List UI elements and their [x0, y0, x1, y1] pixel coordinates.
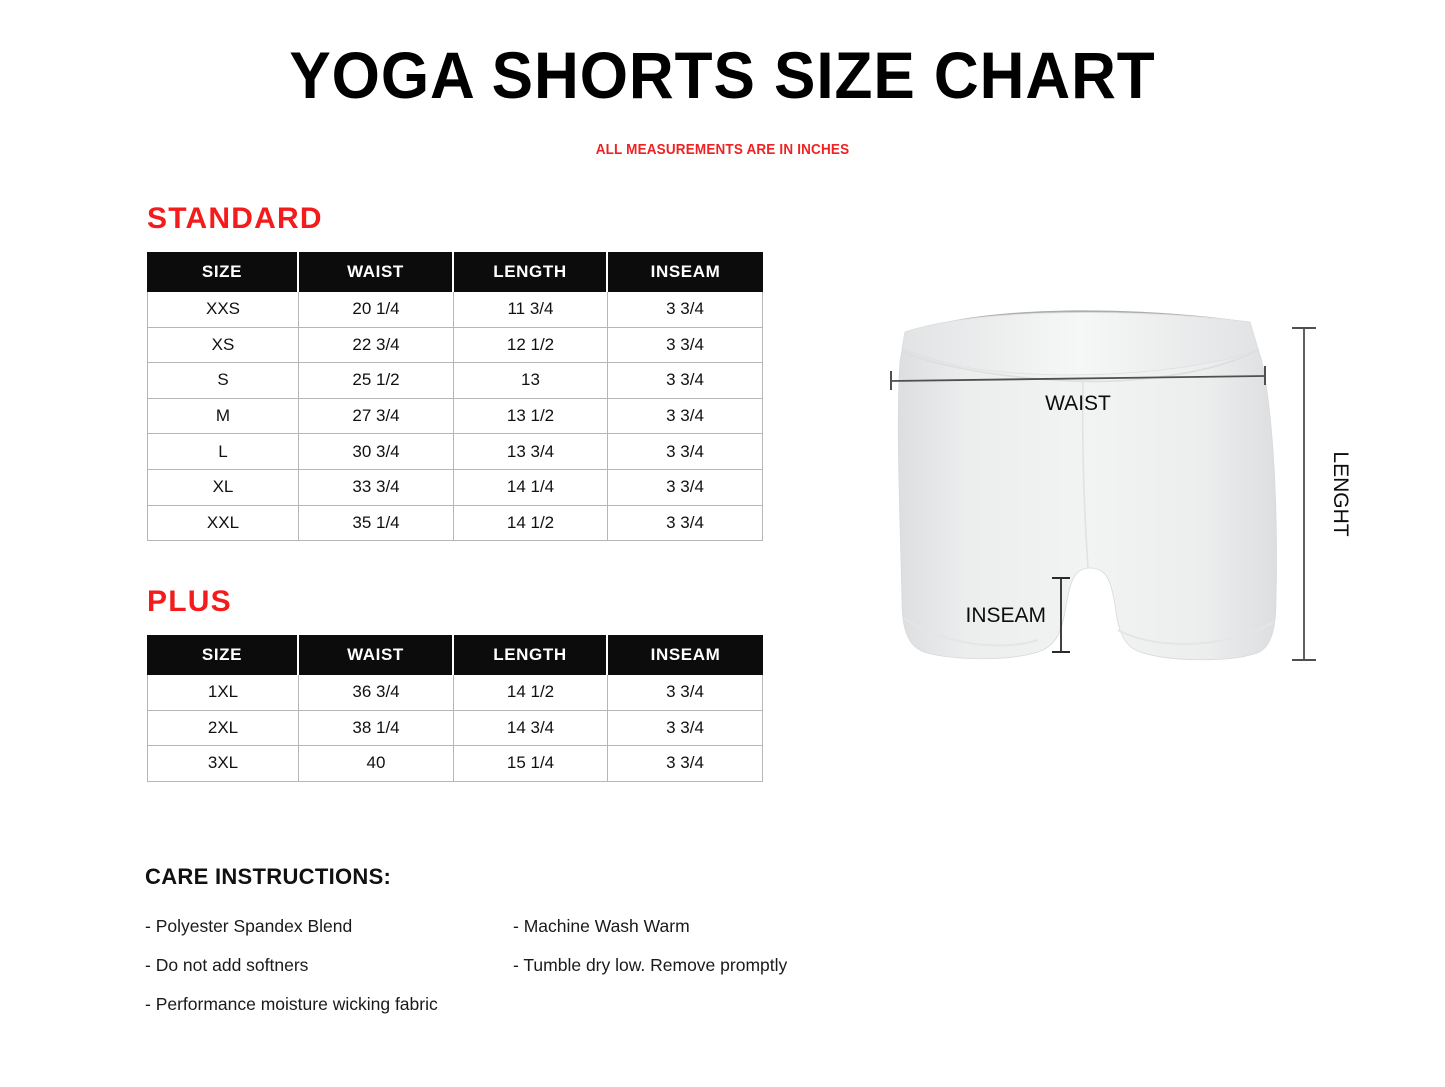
table-row: S 25 1/2 13 3 3/4 — [147, 363, 763, 399]
care-item: - Do not add softners — [145, 955, 309, 975]
cell-size: 1XL — [147, 675, 299, 711]
cell-length: 11 3/4 — [454, 292, 608, 328]
cell-length: 14 1/2 — [454, 675, 608, 711]
waist-label: WAIST — [1045, 392, 1111, 415]
care-item: - Polyester Spandex Blend — [145, 916, 353, 936]
column-header-length: LENGTH — [454, 635, 608, 675]
cell-size: XL — [147, 469, 299, 506]
table-row: XXL 35 1/4 14 1/2 3 3/4 — [147, 505, 763, 542]
cell-length: 12 1/2 — [454, 327, 608, 364]
cell-waist: 36 3/4 — [299, 675, 454, 711]
table-header-row: SIZE WAIST LENGTH INSEAM — [147, 635, 763, 675]
cell-inseam: 3 3/4 — [608, 398, 763, 435]
waist-dimension: WAIST — [890, 366, 1266, 415]
cell-inseam: 3 3/4 — [608, 710, 763, 747]
table-row: 1XL 36 3/4 14 1/2 3 3/4 — [147, 675, 763, 711]
cell-size: 2XL — [147, 710, 299, 747]
cell-length: 14 1/4 — [454, 469, 608, 506]
cell-size: XXL — [147, 505, 299, 542]
cell-length: 14 1/2 — [454, 505, 608, 542]
left-hem-shading — [903, 617, 1039, 647]
right-hem-shading — [1117, 621, 1275, 646]
cell-size: 3XL — [147, 746, 299, 782]
table-row: XXS 20 1/4 11 3/4 3 3/4 — [147, 292, 763, 328]
cell-length: 14 3/4 — [454, 710, 608, 747]
table-row: 3XL 40 15 1/4 3 3/4 — [147, 746, 763, 782]
section-label-standard: STANDARD — [147, 202, 323, 235]
cell-inseam: 3 3/4 — [608, 469, 763, 506]
page-title: YOGA SHORTS SIZE CHART — [289, 38, 1156, 112]
cell-inseam: 3 3/4 — [608, 505, 763, 542]
care-instructions-title: CARE INSTRUCTIONS: — [145, 864, 392, 889]
cell-inseam: 3 3/4 — [608, 746, 763, 782]
cell-size: M — [147, 398, 299, 435]
section-label-plus: PLUS — [147, 585, 232, 618]
cell-waist: 25 1/2 — [299, 363, 454, 399]
care-item: - Machine Wash Warm — [513, 916, 690, 936]
column-header-size: SIZE — [147, 252, 299, 292]
column-header-inseam: INSEAM — [608, 252, 763, 292]
cell-waist: 30 3/4 — [299, 434, 454, 470]
column-header-size: SIZE — [147, 635, 299, 675]
cell-inseam: 3 3/4 — [608, 363, 763, 399]
cell-length: 15 1/4 — [454, 746, 608, 782]
inseam-dimension: INSEAM — [965, 577, 1070, 653]
column-header-waist: WAIST — [299, 252, 454, 292]
shorts-diagram: WAIST LENGHT INSEAM — [830, 300, 1375, 700]
waistband — [901, 312, 1259, 376]
cell-waist: 40 — [299, 746, 454, 782]
column-header-length: LENGTH — [454, 252, 608, 292]
column-header-waist: WAIST — [299, 635, 454, 675]
cell-waist: 38 1/4 — [299, 710, 454, 747]
cell-waist: 33 3/4 — [299, 469, 454, 506]
cell-length: 13 — [454, 363, 608, 399]
table-row: M 27 3/4 13 1/2 3 3/4 — [147, 398, 763, 435]
table-row: XS 22 3/4 12 1/2 3 3/4 — [147, 327, 763, 364]
cell-size: XXS — [147, 292, 299, 328]
cell-inseam: 3 3/4 — [608, 327, 763, 364]
cell-size: XS — [147, 327, 299, 364]
cell-size: L — [147, 434, 299, 470]
care-item: - Performance moisture wicking fabric — [145, 994, 438, 1014]
care-instructions-right-column: - Machine Wash Warm - Tumble dry low. Re… — [513, 913, 787, 991]
table-header-row: SIZE WAIST LENGTH INSEAM — [147, 252, 763, 292]
cell-inseam: 3 3/4 — [608, 434, 763, 470]
table-row: 2XL 38 1/4 14 3/4 3 3/4 — [147, 710, 763, 747]
measurement-units-note: ALL MEASUREMENTS ARE IN INCHES — [595, 142, 850, 158]
waist-dimension-line — [890, 375, 1266, 382]
yoga-shorts-icon: WAIST LENGHT INSEAM — [890, 310, 1352, 661]
cell-waist: 20 1/4 — [299, 292, 454, 328]
cell-size: S — [147, 363, 299, 399]
center-seam — [1081, 379, 1089, 569]
inseam-label: INSEAM — [965, 604, 1046, 627]
cell-inseam: 3 3/4 — [608, 675, 763, 711]
table-row: XL 33 3/4 14 1/4 3 3/4 — [147, 469, 763, 506]
cell-inseam: 3 3/4 — [608, 292, 763, 328]
standard-size-table: SIZE WAIST LENGTH INSEAM XXS 20 1/4 11 3… — [147, 252, 763, 542]
length-label: LENGHT — [1329, 451, 1352, 536]
cell-waist: 35 1/4 — [299, 505, 454, 542]
cell-length: 13 1/2 — [454, 398, 608, 435]
column-header-inseam: INSEAM — [608, 635, 763, 675]
waistband-seam — [902, 349, 1260, 383]
care-instructions-left-column: - Polyester Spandex Blend - Do not add s… — [145, 913, 438, 1030]
cell-waist: 22 3/4 — [299, 327, 454, 364]
cell-length: 13 3/4 — [454, 434, 608, 470]
table-row: L 30 3/4 13 3/4 3 3/4 — [147, 434, 763, 470]
care-item: - Tumble dry low. Remove promptly — [513, 955, 788, 975]
cell-waist: 27 3/4 — [299, 398, 454, 435]
plus-size-table: SIZE WAIST LENGTH INSEAM 1XL 36 3/4 14 1… — [147, 635, 763, 782]
length-dimension: LENGHT — [1292, 327, 1352, 661]
